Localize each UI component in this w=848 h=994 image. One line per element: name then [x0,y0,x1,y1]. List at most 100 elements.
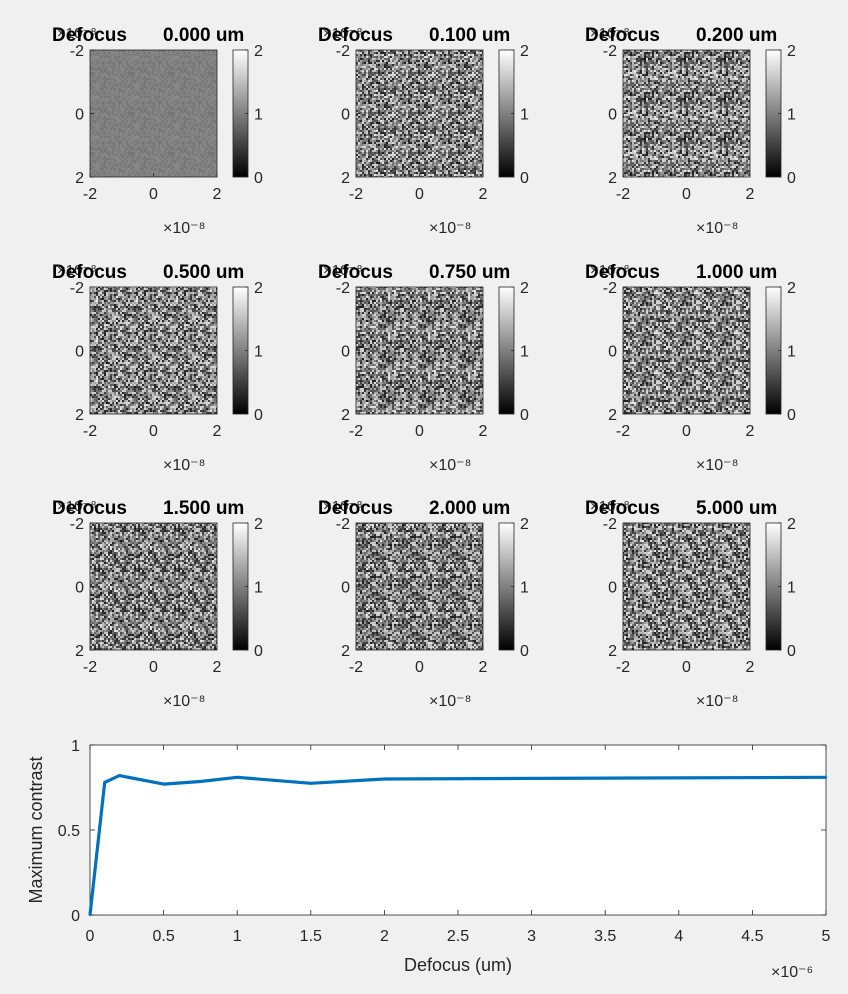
x-tick-label: 0 [415,423,424,440]
x-axis-exponent: ×10⁻⁸ [163,220,205,237]
x-tick-label: 2 [746,186,755,203]
y-axis-exponent: ×10⁻⁸ [57,262,97,279]
y-tick-label: -2 [336,516,350,533]
panel-title-value: 0.000 um [163,25,244,46]
y-tick-label: 0 [341,580,350,597]
x-tick-label: 1 [233,928,242,945]
y-axis-exponent: ×10⁻⁸ [590,25,630,42]
data-point [383,777,386,781]
x-tick-label: -2 [349,423,363,440]
x-tick-label: -2 [83,423,97,440]
y-tick-label: 0 [608,344,617,361]
panel-title-prefix: Defocus [52,25,127,46]
y-tick-label: 0 [75,107,84,124]
colorbar-tick-label: 1 [254,107,263,124]
data-point [103,781,106,784]
data-point [309,782,312,785]
y-tick-label: 2 [75,170,84,187]
panel-title-value: 0.500 um [163,262,244,283]
panel-title-prefix: Defocus [52,262,127,283]
x-tick-label: 2.5 [447,928,469,945]
x-axis-exponent: ×10⁻⁸ [696,457,738,474]
y-tick-label: -2 [336,280,350,297]
colorbar-tick-label: 2 [254,516,263,533]
colorbar-tick-label: 0 [787,643,796,660]
contrast-chart: 0 0.5 1 1.5 2 2.5 3 3.5 4 4.5 5 0 0.5 1 Defocus (um) Ma… [26,738,831,981]
x-tick-label: -2 [83,659,97,676]
heatmap-image [356,523,483,650]
x-tick-label: -2 [616,659,630,676]
colorbar-tick-label: 2 [254,280,263,297]
plot-area [90,745,826,915]
data-point [118,774,121,777]
x-tick-label: 0 [415,659,424,676]
data-point [199,780,202,783]
y-tick-label: 0 [341,344,350,361]
heatmap-image [90,287,217,414]
panel-title-prefix: Defocus [585,498,660,519]
y-axis-exponent: ×10⁻⁸ [323,498,363,515]
colorbar-tick-label: 0 [254,407,263,424]
x-tick-label: 2 [479,659,488,676]
colorbar-tick-label: 0 [787,170,796,187]
colorbar-tick-label: 2 [254,43,263,60]
y-axis-exponent: ×10⁻⁸ [57,25,97,42]
x-tick-label: 2 [479,186,488,203]
colorbar-tick-label: 1 [254,580,263,597]
colorbar-tick-label: 1 [520,344,529,361]
y-axis-exponent: ×10⁻⁸ [323,262,363,279]
y-tick-label: -2 [70,43,84,60]
x-tick-label: -2 [616,186,630,203]
colorbar-tick-label: 2 [787,43,796,60]
colorbar-tick-label: 2 [787,516,796,533]
y-tick-label: -2 [336,43,350,60]
colorbar-tick-label: 1 [787,107,796,124]
x-tick-label: 0 [682,186,691,203]
x-tick-label: 4.5 [741,928,763,945]
y-tick-label: 2 [341,643,350,660]
x-tick-label: 0 [415,186,424,203]
x-tick-label: -2 [349,186,363,203]
heatmap-image [623,523,750,650]
colorbar-tick-label: 0 [787,407,796,424]
heatmap-image [623,50,750,177]
panel-title-prefix: Defocus [52,498,127,519]
y-tick-label: 1 [71,738,80,755]
y-tick-label: 0 [608,107,617,124]
colorbar-tick-label: 1 [520,580,529,597]
data-point [162,782,165,786]
x-tick-label: 0 [149,659,158,676]
colorbar-tick-label: 0 [254,170,263,187]
y-tick-label: 2 [608,170,617,187]
x-axis-exponent: ×10⁻⁸ [429,457,471,474]
y-axis-exponent: ×10⁻⁸ [323,25,363,42]
y-tick-label: -2 [603,43,617,60]
colorbar-tick-label: 1 [520,107,529,124]
colorbar-tick-label: 0 [520,643,529,660]
x-axis-exponent: ×10⁻⁶ [771,964,813,981]
colorbar-tick-label: 0 [254,643,263,660]
heatmap-image [356,287,483,414]
y-axis-exponent: ×10⁻⁸ [590,262,630,279]
x-axis-exponent: ×10⁻⁸ [163,457,205,474]
colorbar-tick-label: 2 [520,43,529,60]
data-point [824,776,828,779]
x-tick-label: 2 [479,423,488,440]
x-axis-exponent: ×10⁻⁸ [163,693,205,710]
panel-title-prefix: Defocus [318,262,393,283]
x-tick-label: 0.5 [152,928,174,945]
x-tick-label: -2 [349,659,363,676]
x-tick-label: 2 [746,659,755,676]
y-tick-label: 2 [75,643,84,660]
panel-title-value: 0.200 um [696,25,777,46]
x-axis-exponent: ×10⁻⁸ [696,220,738,237]
data-point [88,913,92,917]
x-tick-label: 0 [86,928,95,945]
panel-title-prefix: Defocus [318,498,393,519]
